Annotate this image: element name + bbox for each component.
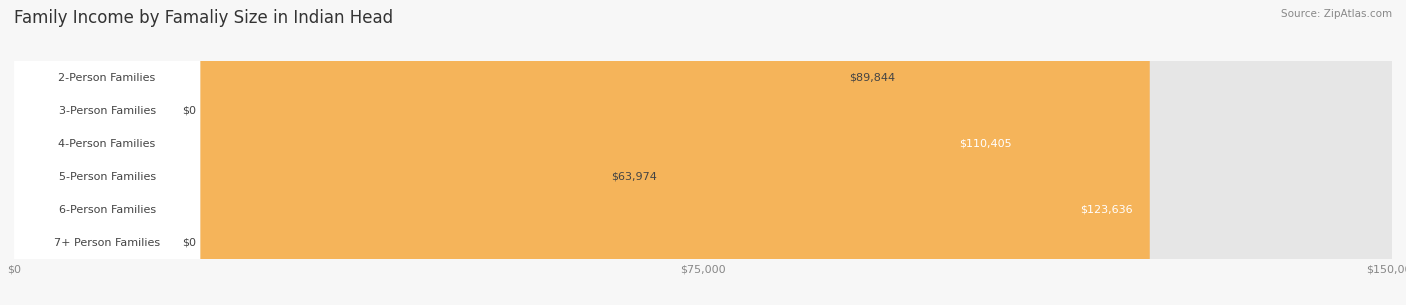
FancyBboxPatch shape — [14, 0, 1392, 305]
FancyBboxPatch shape — [14, 0, 172, 305]
Text: 6-Person Families: 6-Person Families — [59, 205, 156, 215]
FancyBboxPatch shape — [14, 0, 1392, 305]
FancyBboxPatch shape — [14, 0, 1392, 305]
Text: $63,974: $63,974 — [612, 172, 657, 182]
FancyBboxPatch shape — [14, 0, 200, 305]
Text: $0: $0 — [181, 106, 195, 116]
FancyBboxPatch shape — [14, 0, 200, 305]
Text: 5-Person Families: 5-Person Families — [59, 172, 156, 182]
FancyBboxPatch shape — [14, 0, 1392, 305]
FancyBboxPatch shape — [14, 0, 1150, 305]
Text: 7+ Person Families: 7+ Person Families — [53, 238, 160, 248]
FancyBboxPatch shape — [14, 0, 200, 305]
FancyBboxPatch shape — [14, 0, 200, 305]
FancyBboxPatch shape — [14, 0, 1392, 305]
FancyBboxPatch shape — [14, 0, 200, 305]
Text: Family Income by Famaliy Size in Indian Head: Family Income by Famaliy Size in Indian … — [14, 9, 394, 27]
Text: $0: $0 — [181, 238, 195, 248]
FancyBboxPatch shape — [14, 0, 200, 305]
Text: $123,636: $123,636 — [1081, 205, 1133, 215]
Text: 2-Person Families: 2-Person Families — [59, 73, 156, 83]
Text: 4-Person Families: 4-Person Families — [59, 138, 156, 149]
FancyBboxPatch shape — [14, 0, 1392, 305]
FancyBboxPatch shape — [14, 0, 1028, 305]
FancyBboxPatch shape — [14, 0, 602, 305]
FancyBboxPatch shape — [14, 0, 839, 305]
Text: 3-Person Families: 3-Person Families — [59, 106, 156, 116]
Text: Source: ZipAtlas.com: Source: ZipAtlas.com — [1281, 9, 1392, 19]
Text: $110,405: $110,405 — [959, 138, 1012, 149]
FancyBboxPatch shape — [14, 0, 172, 305]
Text: $89,844: $89,844 — [849, 73, 896, 83]
